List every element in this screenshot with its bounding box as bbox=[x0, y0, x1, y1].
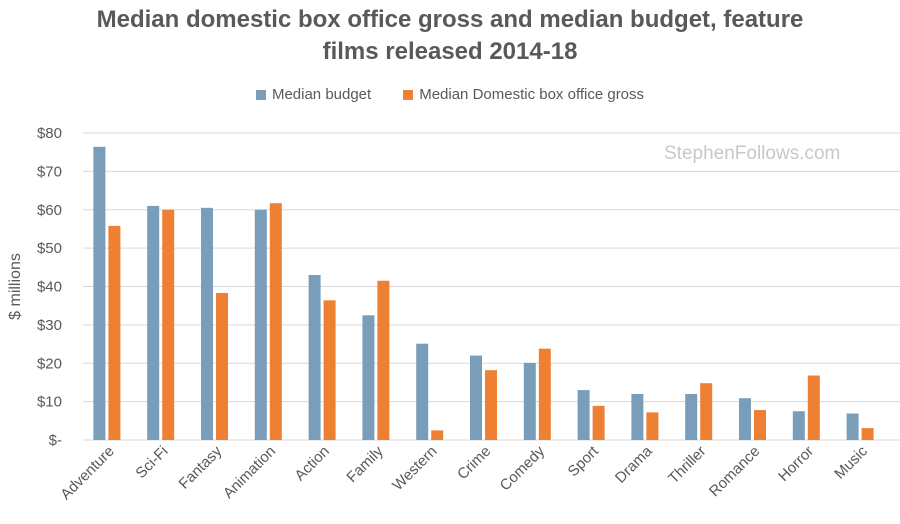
bar-gross bbox=[431, 430, 444, 440]
bar-budget bbox=[147, 205, 160, 440]
y-tick-label: $50 bbox=[37, 240, 62, 257]
bar-gross bbox=[592, 405, 605, 440]
x-tick-label: Action bbox=[291, 443, 333, 485]
x-tick-label: Comedy bbox=[497, 442, 549, 494]
legend-item-gross: Median Domestic box office gross bbox=[403, 86, 644, 103]
bar-budget bbox=[685, 393, 698, 440]
bar-budget bbox=[362, 315, 375, 440]
legend: Median budget Median Domestic box office… bbox=[0, 86, 900, 103]
x-tick-label: Romance bbox=[706, 443, 763, 500]
y-tick-label: $80 bbox=[37, 125, 62, 142]
bar-budget bbox=[792, 411, 805, 440]
watermark: StephenFollows.com bbox=[664, 143, 841, 164]
legend-label-budget: Median budget bbox=[271, 86, 372, 103]
x-tick-label: Horror bbox=[775, 443, 817, 485]
y-tick-label: $70 bbox=[37, 163, 62, 180]
x-tick-label: Crime bbox=[454, 443, 494, 483]
bar-budget bbox=[201, 207, 213, 440]
bar-gross bbox=[646, 412, 659, 440]
x-tick-label: Thriller bbox=[665, 443, 709, 487]
bar-gross bbox=[162, 209, 175, 440]
y-tick-label: $30 bbox=[37, 317, 62, 334]
bar-budget bbox=[631, 393, 644, 440]
chart-title: Median domestic box office gross and med… bbox=[0, 4, 900, 68]
y-tick-label: $- bbox=[49, 432, 62, 449]
bar-gross bbox=[485, 370, 497, 440]
legend-item-budget: Median budget bbox=[255, 86, 372, 103]
x-tick-label: Animation bbox=[220, 443, 279, 502]
bar-budget bbox=[254, 209, 267, 440]
y-tick-label: $40 bbox=[37, 279, 62, 296]
legend-swatch-budget bbox=[255, 89, 266, 100]
x-tick-label: Sci-Fi bbox=[132, 443, 171, 482]
title-line-1: Median domestic box office gross and med… bbox=[96, 6, 804, 33]
bar-budget bbox=[308, 274, 321, 440]
bar-budget bbox=[416, 343, 429, 440]
bar-budget bbox=[523, 362, 536, 440]
x-tick-label: Drama bbox=[612, 442, 656, 486]
bar-budget bbox=[739, 398, 751, 440]
x-tick-label: Family bbox=[343, 442, 387, 486]
bar-gross bbox=[377, 280, 390, 440]
bar-budget bbox=[577, 390, 590, 440]
x-tick-label: Sport bbox=[565, 442, 603, 480]
bar-gross bbox=[216, 293, 228, 440]
bar-gross bbox=[323, 300, 336, 440]
bar-gross bbox=[108, 225, 121, 440]
bar-budget bbox=[93, 146, 106, 440]
x-tick-label: Western bbox=[389, 443, 440, 494]
x-tick-label: Music bbox=[831, 442, 871, 482]
x-tick-label: Fantasy bbox=[176, 442, 226, 492]
bar-budget bbox=[846, 413, 859, 440]
y-axis-label: $ millions bbox=[7, 253, 24, 320]
legend-label-gross: Median Domestic box office gross bbox=[419, 86, 645, 103]
bar-gross bbox=[700, 383, 713, 440]
x-tick-label: Adventure bbox=[57, 443, 117, 503]
y-tick-label: $10 bbox=[37, 394, 62, 411]
legend-swatch-gross bbox=[403, 89, 414, 100]
bar-gross bbox=[538, 348, 551, 440]
title-line-2: films released 2014-18 bbox=[322, 38, 578, 65]
bar-gross bbox=[861, 428, 874, 440]
bar-gross bbox=[807, 375, 820, 440]
y-tick-label: $60 bbox=[37, 202, 62, 219]
bar-gross bbox=[754, 410, 766, 440]
bar-gross bbox=[269, 203, 282, 440]
bar-budget bbox=[470, 355, 482, 440]
y-tick-label: $20 bbox=[37, 355, 62, 372]
